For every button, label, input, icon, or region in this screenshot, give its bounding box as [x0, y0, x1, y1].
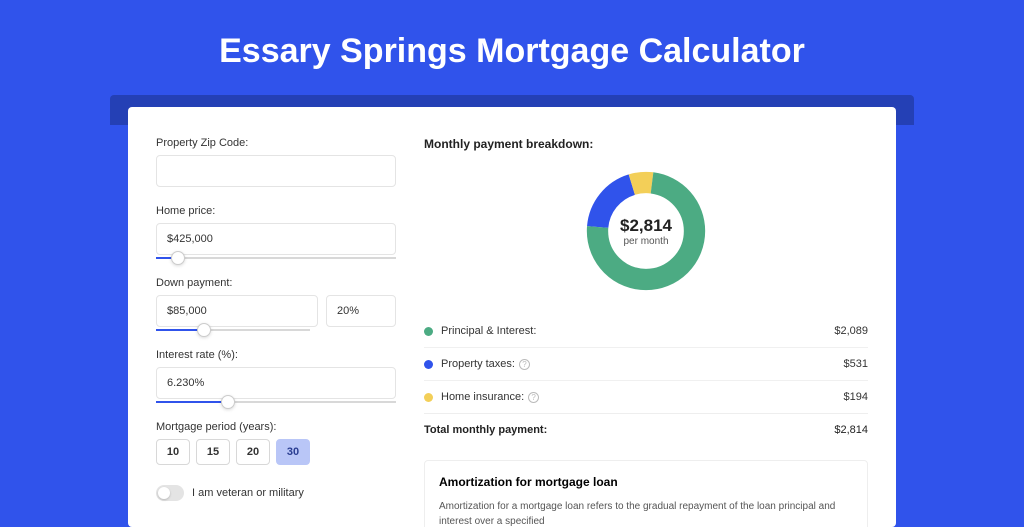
- legend-label: Home insurance:?: [441, 391, 844, 403]
- legend-row: Principal & Interest:$2,089: [424, 315, 868, 348]
- amortization-title: Amortization for mortgage loan: [439, 475, 853, 489]
- home-price-input[interactable]: [156, 223, 396, 255]
- donut-chart: $2,814 per month: [424, 167, 868, 295]
- interest-rate-label: Interest rate (%):: [156, 349, 396, 361]
- down-payment-slider[interactable]: [156, 329, 310, 331]
- total-label: Total monthly payment:: [424, 424, 834, 436]
- donut-center: $2,814 per month: [582, 167, 710, 295]
- zip-field: Property Zip Code:: [156, 137, 396, 187]
- help-icon[interactable]: ?: [528, 392, 539, 403]
- interest-rate-input[interactable]: [156, 367, 396, 399]
- veteran-row: I am veteran or military: [156, 485, 396, 501]
- zip-label: Property Zip Code:: [156, 137, 396, 149]
- breakdown-title: Monthly payment breakdown:: [424, 137, 868, 151]
- down-payment-field: Down payment:: [156, 277, 396, 331]
- donut-sub: per month: [623, 236, 668, 247]
- slider-thumb[interactable]: [171, 251, 185, 265]
- legend-label: Property taxes:?: [441, 358, 844, 370]
- legend-value: $531: [844, 358, 868, 370]
- help-icon[interactable]: ?: [519, 359, 530, 370]
- legend-row: Home insurance:?$194: [424, 381, 868, 413]
- form-column: Property Zip Code: Home price: Down paym…: [156, 137, 396, 507]
- down-payment-amount-input[interactable]: [156, 295, 318, 327]
- down-payment-label: Down payment:: [156, 277, 396, 289]
- legend-label: Principal & Interest:: [441, 325, 834, 337]
- veteran-label: I am veteran or military: [192, 487, 304, 499]
- total-row: Total monthly payment: $2,814: [424, 413, 868, 446]
- legend-dot: [424, 327, 433, 336]
- period-field: Mortgage period (years): 10152030: [156, 421, 396, 465]
- period-btn-30[interactable]: 30: [276, 439, 310, 465]
- breakdown-column: Monthly payment breakdown: $2,814 per mo…: [424, 137, 868, 507]
- donut-amount: $2,814: [620, 216, 672, 236]
- legend-value: $194: [844, 391, 868, 403]
- amortization-body: Amortization for a mortgage loan refers …: [439, 499, 853, 527]
- legend-row: Property taxes:?$531: [424, 348, 868, 381]
- period-label: Mortgage period (years):: [156, 421, 396, 433]
- period-btn-10[interactable]: 10: [156, 439, 190, 465]
- period-buttons: 10152030: [156, 439, 396, 465]
- veteran-toggle[interactable]: [156, 485, 184, 501]
- zip-input[interactable]: [156, 155, 396, 187]
- home-price-label: Home price:: [156, 205, 396, 217]
- page-title: Essary Springs Mortgage Calculator: [0, 0, 1024, 95]
- home-price-slider[interactable]: [156, 257, 396, 259]
- legend: Principal & Interest:$2,089Property taxe…: [424, 315, 868, 413]
- calculator-card: Property Zip Code: Home price: Down paym…: [128, 107, 896, 527]
- interest-rate-slider[interactable]: [156, 401, 396, 403]
- legend-dot: [424, 393, 433, 402]
- interest-rate-field: Interest rate (%):: [156, 349, 396, 403]
- slider-thumb[interactable]: [221, 395, 235, 409]
- toggle-knob: [158, 487, 170, 499]
- period-btn-20[interactable]: 20: [236, 439, 270, 465]
- home-price-field: Home price:: [156, 205, 396, 259]
- slider-thumb[interactable]: [197, 323, 211, 337]
- period-btn-15[interactable]: 15: [196, 439, 230, 465]
- slider-fill: [156, 401, 228, 403]
- amortization-box: Amortization for mortgage loan Amortizat…: [424, 460, 868, 527]
- legend-dot: [424, 360, 433, 369]
- down-payment-pct-input[interactable]: [326, 295, 396, 327]
- total-value: $2,814: [834, 424, 868, 436]
- legend-value: $2,089: [834, 325, 868, 337]
